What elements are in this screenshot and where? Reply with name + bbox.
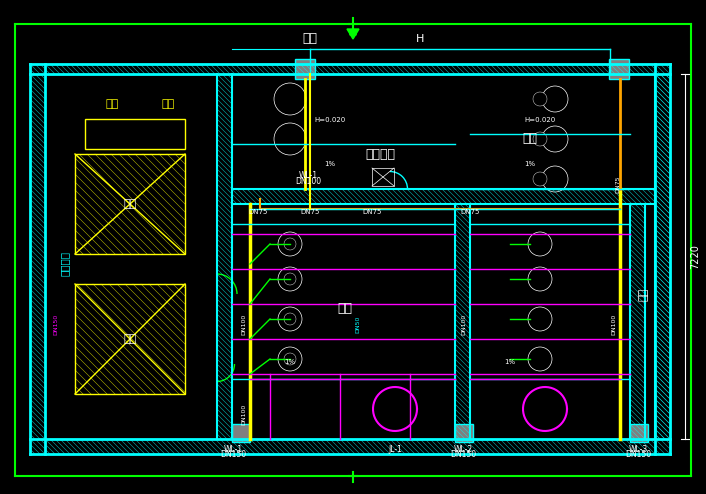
- Text: 电梯: 电梯: [124, 334, 137, 344]
- Text: H: H: [416, 34, 424, 44]
- Bar: [75, 154, 185, 254]
- Circle shape: [278, 232, 302, 256]
- Circle shape: [274, 123, 306, 155]
- Bar: [217, 74, 232, 439]
- Circle shape: [533, 92, 547, 106]
- Text: 1%: 1%: [325, 161, 335, 167]
- Bar: [30, 439, 670, 454]
- Text: 女卫: 女卫: [522, 132, 537, 146]
- Bar: [75, 284, 185, 394]
- Bar: [30, 64, 670, 74]
- Text: WL-1: WL-1: [223, 445, 243, 453]
- Circle shape: [528, 307, 552, 331]
- Bar: [75, 284, 185, 394]
- Circle shape: [542, 86, 568, 112]
- Circle shape: [542, 166, 568, 192]
- Text: 公用前室: 公用前室: [60, 251, 70, 277]
- Text: DN150: DN150: [625, 450, 651, 458]
- Text: JL-1: JL-1: [388, 445, 402, 453]
- Bar: [372, 168, 394, 186]
- Bar: [609, 59, 629, 79]
- Text: DN150: DN150: [450, 450, 476, 458]
- Circle shape: [278, 267, 302, 291]
- Circle shape: [278, 307, 302, 331]
- Circle shape: [528, 267, 552, 291]
- Text: DN75: DN75: [249, 209, 268, 215]
- Text: DN100: DN100: [295, 176, 321, 186]
- Text: DN150: DN150: [54, 313, 59, 334]
- Text: 公共区域: 公共区域: [365, 148, 395, 161]
- Bar: [630, 424, 648, 442]
- Circle shape: [533, 132, 547, 146]
- Bar: [455, 424, 473, 442]
- Text: DN75: DN75: [300, 209, 320, 215]
- Text: 男卫: 男卫: [337, 302, 352, 316]
- Circle shape: [284, 238, 296, 250]
- Text: 1%: 1%: [285, 359, 296, 365]
- Circle shape: [274, 83, 306, 115]
- Text: DN75: DN75: [362, 209, 382, 215]
- Bar: [655, 74, 670, 439]
- Bar: [295, 59, 315, 79]
- Bar: [455, 204, 470, 439]
- Circle shape: [528, 232, 552, 256]
- Text: DN100: DN100: [462, 313, 467, 334]
- Text: 1%: 1%: [505, 359, 515, 365]
- Circle shape: [533, 172, 547, 186]
- Bar: [232, 424, 250, 442]
- Text: WL-2: WL-2: [453, 445, 472, 453]
- Text: WL-3: WL-3: [628, 445, 647, 453]
- Text: DN100: DN100: [241, 313, 246, 334]
- Circle shape: [284, 353, 296, 365]
- Text: WL-1: WL-1: [299, 171, 318, 180]
- Polygon shape: [347, 29, 359, 39]
- Bar: [630, 204, 645, 439]
- Circle shape: [278, 347, 302, 371]
- Bar: [75, 154, 185, 254]
- Circle shape: [284, 273, 296, 285]
- Text: H=0.020: H=0.020: [525, 117, 556, 123]
- Text: H=0.020: H=0.020: [314, 117, 346, 123]
- Circle shape: [528, 347, 552, 371]
- Bar: [85, 119, 185, 149]
- Text: DN50: DN50: [356, 315, 361, 332]
- Text: DN75: DN75: [616, 175, 621, 193]
- Text: 走道: 走道: [302, 33, 318, 45]
- Circle shape: [542, 126, 568, 152]
- Bar: [232, 189, 655, 204]
- Circle shape: [284, 313, 296, 325]
- Text: DN100: DN100: [611, 313, 616, 334]
- Text: 教室: 教室: [639, 288, 649, 301]
- Text: DN75: DN75: [460, 209, 479, 215]
- Text: DN150: DN150: [220, 450, 246, 458]
- Text: 弱电: 弱电: [105, 99, 119, 109]
- Text: 强电: 强电: [162, 99, 174, 109]
- Bar: [655, 74, 670, 439]
- Text: 7220: 7220: [690, 245, 700, 269]
- Bar: [30, 74, 45, 439]
- Text: 电梯: 电梯: [124, 199, 137, 209]
- Text: DN100: DN100: [241, 404, 246, 425]
- Text: 1%: 1%: [525, 161, 536, 167]
